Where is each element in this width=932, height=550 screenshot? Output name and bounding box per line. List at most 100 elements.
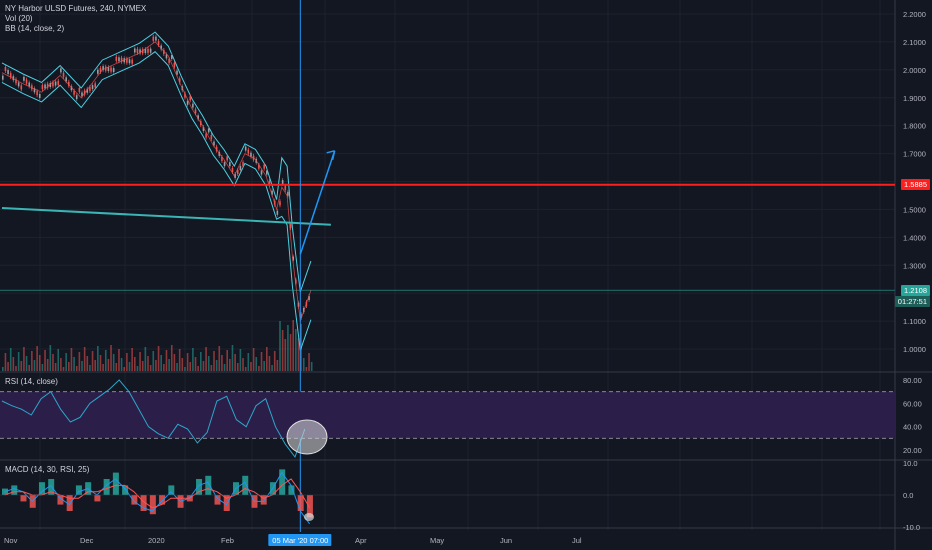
candle-body (91, 85, 94, 90)
volume-bar (89, 365, 91, 371)
price-tick-label: 1.9000 (903, 94, 926, 103)
candle-body (134, 48, 136, 53)
macd-histogram-bar (66, 495, 73, 511)
crosshair-time-label: 05 Mar '20 07:00 (272, 536, 328, 545)
candle-body (99, 67, 102, 72)
candle-body (102, 66, 104, 71)
volume-bar (17, 352, 20, 371)
candle-body (189, 96, 192, 101)
candle-body (229, 162, 231, 167)
volume-bar (86, 356, 89, 371)
candle-body (213, 141, 215, 146)
volume-bar (247, 353, 250, 371)
volume-bar (163, 364, 165, 371)
candle-body (239, 166, 242, 171)
volume-bar (244, 367, 247, 371)
volume-bar (239, 349, 242, 371)
candle-body (207, 128, 210, 133)
volume-bar (155, 360, 157, 371)
volume-bar (210, 365, 213, 371)
macd-histogram-bar (288, 485, 295, 495)
volume-bar (15, 366, 17, 371)
rsi-tick-label: 40.00 (903, 423, 922, 432)
macd-tick-label: 0.0 (903, 491, 913, 500)
volume-bar (60, 358, 62, 371)
volume-bar (226, 350, 228, 371)
candle-body (221, 157, 223, 162)
candle-body (147, 48, 149, 53)
candle-body (54, 81, 57, 86)
volume-bar (75, 366, 78, 371)
volume-bar (118, 349, 120, 371)
volume-bar (215, 360, 218, 371)
candle-body (287, 191, 289, 196)
candle-body (7, 70, 9, 75)
macd-histogram-bar (94, 495, 101, 502)
volume-bar (104, 350, 107, 371)
rsi-band (0, 391, 895, 439)
macd-histogram-bar (306, 495, 313, 518)
macd-histogram-bar (122, 485, 129, 495)
candle-body (57, 80, 60, 85)
volume-bar (152, 351, 155, 371)
volume-bar (126, 353, 128, 371)
volume-bar (213, 351, 215, 371)
candle-body (107, 67, 110, 72)
candle-body (210, 134, 213, 139)
rsi-legend: RSI (14, close) (5, 377, 58, 386)
candle-body (152, 36, 155, 41)
volume-bar (184, 367, 186, 371)
volume-bar (255, 357, 258, 371)
candle-body (128, 59, 131, 64)
macd-legend: MACD (14, 30, RSI, 25) (5, 465, 90, 474)
candle-body (149, 48, 152, 53)
last-price-tag: 1.2108 (901, 285, 930, 296)
trendline (1, 207, 331, 226)
volume-bar (260, 352, 263, 371)
price-tick-label: 2.1000 (903, 38, 926, 47)
time-tick-label: Feb (221, 536, 234, 545)
candle-body (292, 256, 294, 261)
volume-bar (73, 357, 75, 371)
price-tick-label: 1.8000 (903, 122, 926, 131)
volume-bar (57, 349, 60, 371)
volume-bar (65, 353, 67, 371)
candle-body (25, 79, 28, 84)
macd-histogram-bar (48, 479, 55, 495)
volume-bar (266, 347, 268, 371)
volume-bar (295, 329, 297, 371)
candle-body (23, 76, 25, 81)
volume-bar (292, 320, 294, 371)
main-legend: NY Harbor ULSD Futures, 240, NYMEX Vol (… (5, 4, 146, 34)
macd-histogram-bar (20, 495, 27, 502)
candle-body (118, 57, 120, 62)
candle-body (62, 72, 65, 77)
volume-bar (308, 353, 310, 371)
volume-bar (49, 345, 52, 371)
candle-body (112, 68, 115, 73)
candle-body (271, 190, 273, 195)
volume-bar (305, 367, 308, 371)
macd-histogram-bar (38, 482, 45, 495)
volume-bar (110, 345, 112, 371)
price-tick-label: 1.4000 (903, 233, 926, 242)
volume-bar (284, 339, 287, 371)
volume-bar (223, 364, 226, 371)
candle-body (89, 86, 91, 91)
volume-bar (229, 359, 231, 371)
volume-bar (20, 361, 23, 371)
volume-bar (289, 334, 292, 371)
candle-body (202, 127, 205, 132)
candle-body (173, 62, 176, 67)
candle-body (94, 83, 96, 88)
macd-histogram-bar (196, 479, 203, 495)
volume-bar (134, 357, 136, 371)
volume-bar (131, 348, 133, 371)
candle-body (46, 83, 49, 88)
price-tick-label: 2.0000 (903, 66, 926, 75)
candle-body (192, 103, 194, 108)
candle-body (44, 84, 46, 89)
time-tick-label: Apr (355, 536, 367, 545)
volume-bar (46, 359, 49, 371)
